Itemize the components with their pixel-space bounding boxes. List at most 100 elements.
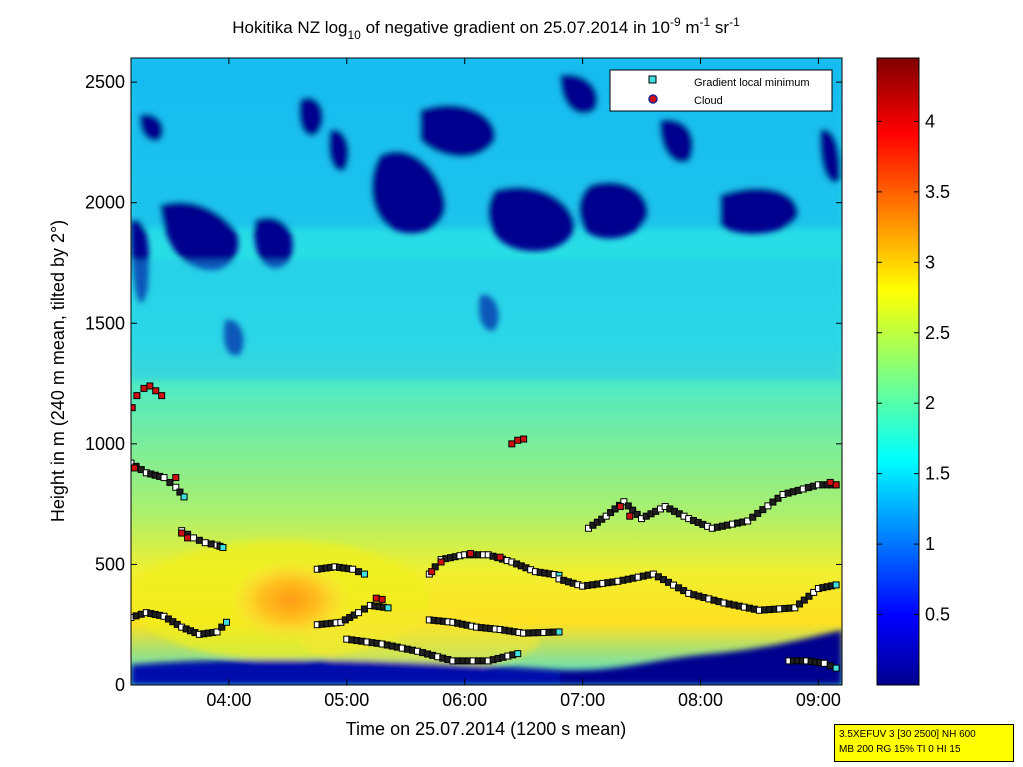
title-exp2: -1 <box>700 15 711 29</box>
gradient-minimum-marker <box>355 568 363 576</box>
gradient-minimum-marker <box>223 618 231 626</box>
y-tick-label: 2500 <box>85 72 125 92</box>
gradient-minimum-marker <box>189 534 197 542</box>
gradient-minimum-marker <box>431 563 439 571</box>
info-box: 3.5XEFUV 3 [30 2500] NH 600 MB 200 RG 15… <box>834 724 1014 762</box>
y-tick-label: 1500 <box>85 313 125 333</box>
cloud-marker <box>378 595 386 603</box>
colorbar-tick-label: 2.5 <box>925 323 950 343</box>
title-exp3: -1 <box>729 15 740 29</box>
x-tick-label: 06:00 <box>442 690 487 710</box>
gradient-minimum-marker <box>384 604 392 612</box>
cloud-marker <box>428 568 436 576</box>
gradient-minimum-marker <box>805 592 813 600</box>
gradient-minimum-marker <box>791 604 799 612</box>
gradient-minimum-marker <box>764 502 772 510</box>
cloud-marker <box>496 553 504 561</box>
title-prefix: Hokitika NZ log <box>232 18 347 37</box>
legend-label-cloud: Cloud <box>694 95 723 107</box>
legend-box <box>609 69 833 112</box>
title-exp1: -9 <box>670 15 681 29</box>
gradient-minimum-marker <box>180 493 188 501</box>
x-tick-label: 09:00 <box>796 690 841 710</box>
gradient-minimum-marker <box>620 498 628 506</box>
gradient-minimum-marker <box>160 474 168 482</box>
cloud-marker <box>178 529 186 537</box>
legend-swatch-cloud <box>648 94 658 104</box>
colorbar-tick-label: 1 <box>925 534 935 554</box>
gradient-minimum-marker <box>624 502 632 510</box>
gradient-minimum-marker <box>754 509 762 517</box>
colorbar-tick-label: 3 <box>925 252 935 272</box>
gradient-minimum-marker <box>360 605 368 613</box>
info-line-2: MB 200 RG 15% TI 0 HI 15 <box>839 744 961 755</box>
cloud-marker <box>140 384 148 392</box>
y-tick-label: 500 <box>95 554 125 574</box>
y-tick-label: 0 <box>115 675 125 695</box>
cloud-marker <box>616 503 624 511</box>
gradient-minimum-marker <box>218 623 226 631</box>
title-subscript: 10 <box>348 28 362 42</box>
cloud-marker <box>626 512 634 520</box>
gradient-minimum-marker <box>759 506 767 514</box>
colorbar-ticks: 0.5 1 1.5 2 2.5 3 3.5 4 <box>877 111 950 625</box>
colorbar-tick-label: 1.5 <box>925 464 950 484</box>
cloud-marker <box>172 474 180 482</box>
y-axis: 0 500 1000 1500 2000 2500 <box>85 72 842 695</box>
cloud-marker <box>826 478 834 486</box>
title-mid3: sr <box>710 18 729 37</box>
gradient-minimum-marker <box>769 498 777 506</box>
cloud-marker <box>133 392 141 400</box>
cloud-marker <box>437 558 445 566</box>
x-axis: 04:00 05:00 06:00 07:00 08:00 09:00 <box>206 58 841 710</box>
gradient-minimum-marker <box>820 659 828 667</box>
y-tick-label: 1000 <box>85 434 125 454</box>
gradient-minimum-marker <box>207 540 215 548</box>
gradient-minimum-marker <box>774 494 782 502</box>
gradient-minimum-marker <box>555 628 563 636</box>
cloud-marker <box>372 594 380 602</box>
colorbar-tick-label: 3.5 <box>925 182 950 202</box>
legend: Gradient local minimum Cloud <box>609 69 833 112</box>
colorbar-tick-label: 4 <box>925 111 935 131</box>
y-tick-label: 2000 <box>85 193 125 213</box>
x-tick-label: 04:00 <box>206 690 251 710</box>
cloud-marker <box>184 534 192 542</box>
gradient-minimum-marker <box>832 581 840 589</box>
gradient-minimum-marker <box>832 664 840 672</box>
cloud-marker <box>146 382 154 390</box>
colorbar-tick-label: 2 <box>925 393 935 413</box>
gradient-minimum-marker <box>744 517 752 525</box>
plot-frame <box>130 57 843 686</box>
gradient-minimum-marker <box>166 478 174 486</box>
cloud-marker <box>131 464 139 472</box>
gradient-minimum-marker <box>176 488 184 496</box>
x-tick-label: 05:00 <box>324 690 369 710</box>
gradient-minimum-marker <box>749 513 757 521</box>
gradient-minimum-marker <box>633 510 641 518</box>
legend-swatch-gradient <box>648 75 657 84</box>
gradient-minimum-marker <box>219 544 227 552</box>
gradient-minimum-marker <box>201 539 209 547</box>
info-line-1: 3.5XEFUV 3 [30 2500] NH 600 <box>839 729 976 740</box>
colorbar-tick-label: 0.5 <box>925 605 950 625</box>
title-middle: of negative gradient on 25.07.2014 in 10 <box>361 18 670 37</box>
cloud-marker <box>832 481 840 489</box>
gradient-minimum-marker <box>607 509 615 517</box>
gradient-minimum-marker <box>355 609 363 617</box>
cloud-marker <box>508 440 516 448</box>
gradient-minimum-marker <box>360 570 368 578</box>
gradient-minimum-marker <box>796 600 804 608</box>
title-mid2: m <box>681 18 700 37</box>
gradient-minimum-marker <box>800 596 808 604</box>
gradient-minimum-marker <box>810 588 818 596</box>
colorbar: 0.5 1 1.5 2 2.5 3 3.5 4 <box>876 57 950 686</box>
gradient-minimum-marker <box>602 512 610 520</box>
y-axis-label: Height in m (240 m mean, tilted by 2°) <box>48 220 68 522</box>
gradient-minimum-marker <box>172 483 180 491</box>
x-tick-label: 07:00 <box>560 690 605 710</box>
chart-title: Hokitika NZ log10 of negative gradient o… <box>232 15 740 42</box>
cloud-marker <box>514 436 522 444</box>
